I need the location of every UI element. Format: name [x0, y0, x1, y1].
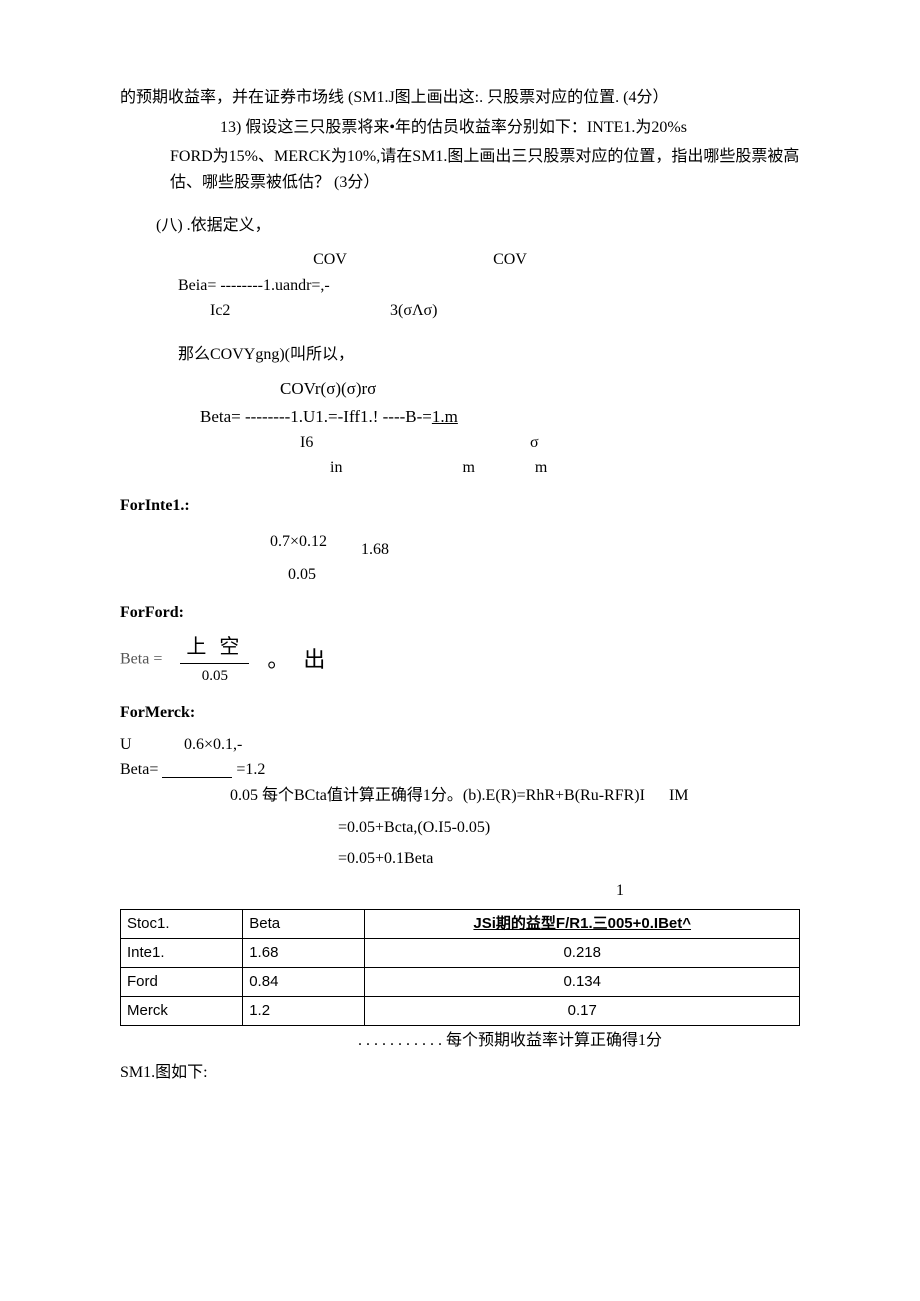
- cell-exp: 0.17: [365, 997, 800, 1026]
- merck-tail: 0.05 每个BCta值计算正确得1分。(b).E(R)=RhR+B(Ru-RF…: [230, 783, 645, 809]
- merck-u: U: [120, 732, 180, 758]
- merck-num: 0.6×0.1,-: [184, 732, 242, 758]
- cell-stock: Merck: [121, 997, 243, 1026]
- m-label-2: m: [535, 455, 547, 481]
- sigma-solo: σ: [530, 430, 539, 456]
- ford-top: 上 空: [180, 631, 249, 664]
- ford-calc: Beta = 上 空 0.05 。 出: [120, 631, 800, 688]
- cell-beta: 1.68: [243, 939, 365, 968]
- intel-bottom: 0.05: [288, 562, 800, 588]
- intro-line1: 的预期收益率，并在证券市场线 (SM1.J图上画出这:. 只股票对应的位置. (…: [120, 85, 800, 111]
- equation-lines: =0.05+Bcta,(O.I5-0.05) =0.05+0.1Beta: [338, 815, 800, 872]
- for-ford-label: ForFord:: [120, 600, 800, 626]
- intro-line2: 13) 假设这三只股票将来•年的估员收益率分别如下：INTE1.为20%s: [120, 115, 800, 141]
- for-intel-label: ForInte1.:: [120, 493, 800, 519]
- intel-calc: 0.7×0.12 1.68 0.05: [260, 529, 800, 588]
- cov-row: COV COV Beia= --------1.uandr=,- Ic2 3(σ…: [120, 247, 800, 324]
- ford-bot: 0.05: [202, 664, 228, 688]
- ford-result: 出: [303, 647, 333, 672]
- beia-line: Beia= --------1.uandr=,-: [120, 273, 800, 299]
- ic2: Ic2: [210, 298, 390, 324]
- beta-formula-block: COVr(σ)(σ)rσ Beta= --------1.U1.=-Iff1.!…: [120, 375, 800, 481]
- table-row: Ford 0.84 0.134: [121, 968, 800, 997]
- for-merck-label: ForMerck:: [120, 700, 800, 726]
- merck-calc: U 0.6×0.1,- Beta= =1.2 0.05 每个BCta值计算正确得…: [120, 732, 800, 809]
- cov-formula-top: COVr(σ)(σ)rσ: [280, 375, 800, 402]
- intel-result: 1.68: [361, 537, 389, 563]
- th-beta: Beta: [243, 910, 365, 939]
- merck-im: IM: [669, 783, 689, 809]
- ford-dot: 。: [267, 647, 289, 672]
- merck-eq: =1.2: [236, 757, 265, 783]
- cell-exp: 0.134: [365, 968, 800, 997]
- th-expected: JSi期的益型F/R1.三005+0.IBet^: [365, 910, 800, 939]
- cell-stock: Ford: [121, 968, 243, 997]
- results-table: Stoc1. Beta JSi期的益型F/R1.三005+0.IBet^ Int…: [120, 909, 800, 1026]
- table-row: Inte1. 1.68 0.218: [121, 939, 800, 968]
- sml-figure-label: SM1.图如下:: [120, 1060, 800, 1086]
- cov-label-1: COV: [240, 247, 420, 273]
- cell-beta: 1.2: [243, 997, 365, 1026]
- ford-beta-eq: Beta =: [120, 651, 162, 668]
- section-8-title: (八) .依据定义，: [120, 213, 800, 239]
- eq-line-1: =0.05+Bcta,(O.I5-0.05): [338, 815, 800, 841]
- eq-line-2: =0.05+0.1Beta: [338, 846, 800, 872]
- i6: I6: [300, 430, 530, 456]
- th-stock: Stoc1.: [121, 910, 243, 939]
- m-label-1: m: [462, 455, 474, 481]
- table-row: Merck 1.2 0.17: [121, 997, 800, 1026]
- table-header-row: Stoc1. Beta JSi期的益型F/R1.三005+0.IBet^: [121, 910, 800, 939]
- cell-beta: 0.84: [243, 968, 365, 997]
- in-label: in: [330, 455, 342, 481]
- intro-line3: FORD为15%、MERCK为10%,请在SM1.图上画出三只股票对应的位置，指…: [120, 144, 800, 195]
- one-m: 1.m: [432, 403, 458, 430]
- cell-stock: Inte1.: [121, 939, 243, 968]
- cov-label-2: COV: [420, 247, 600, 273]
- merck-underline: [162, 762, 232, 778]
- covy-line: 那么COVYgng)(叫所以，: [120, 342, 800, 368]
- dots-note: . . . . . . . . . . . 每个预期收益率计算正确得1分: [220, 1028, 800, 1054]
- intel-top: 0.7×0.12: [270, 533, 327, 550]
- merck-beta: Beta=: [120, 757, 158, 783]
- cell-exp: 0.218: [365, 939, 800, 968]
- beta-formula-text: Beta= --------1.U1.=-Iff1.! ----B-=: [200, 403, 432, 430]
- sigma-3: 3(σΛσ): [390, 298, 438, 324]
- one-label: 1: [440, 878, 800, 904]
